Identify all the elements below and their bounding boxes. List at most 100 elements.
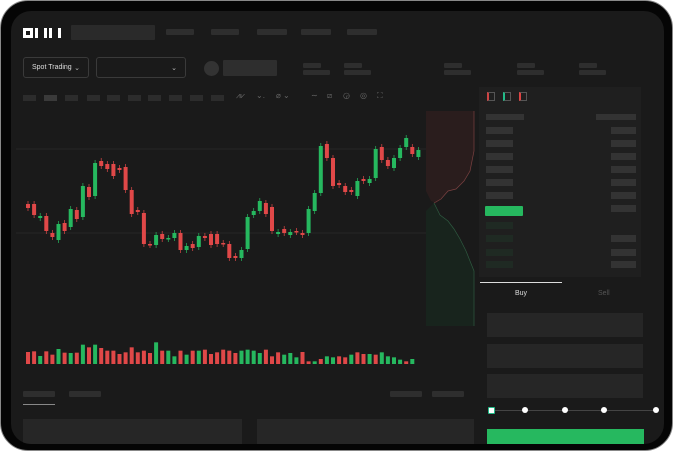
asks-only-icon[interactable] bbox=[519, 92, 527, 101]
candle[interactable] bbox=[117, 165, 122, 173]
candle[interactable] bbox=[373, 146, 378, 181]
slider-stop-0[interactable] bbox=[488, 407, 495, 414]
candle[interactable] bbox=[404, 135, 409, 150]
candle[interactable] bbox=[44, 213, 49, 234]
line-type-icon[interactable]: ⌄. bbox=[256, 91, 265, 100]
candle[interactable] bbox=[160, 231, 165, 242]
bottom-tab-history[interactable] bbox=[69, 391, 101, 397]
candle[interactable] bbox=[416, 147, 421, 160]
timeframe-button[interactable] bbox=[128, 95, 141, 101]
candle[interactable] bbox=[123, 164, 128, 193]
candle[interactable] bbox=[56, 221, 61, 243]
timeframe-button[interactable] bbox=[107, 95, 120, 101]
fullscreen-icon[interactable]: ⛶ bbox=[377, 91, 383, 100]
orderbook-price[interactable] bbox=[486, 192, 513, 199]
candle[interactable] bbox=[300, 230, 305, 238]
drawing-line-icon[interactable]: ⌀ ⌄ bbox=[276, 91, 290, 100]
orderbook-price[interactable] bbox=[486, 140, 513, 147]
candle[interactable] bbox=[105, 161, 110, 172]
orderbook-price[interactable] bbox=[486, 261, 513, 268]
candle[interactable] bbox=[410, 144, 415, 157]
candle[interactable] bbox=[385, 157, 390, 169]
candle[interactable] bbox=[172, 230, 177, 241]
timeframe-button[interactable] bbox=[44, 95, 57, 101]
trading-mode-dropdown[interactable]: Spot Trading ⌄ bbox=[23, 57, 89, 78]
candle[interactable] bbox=[62, 220, 67, 234]
candle[interactable] bbox=[398, 145, 403, 161]
candlestick-chart[interactable] bbox=[16, 111, 426, 336]
candle[interactable] bbox=[166, 235, 171, 242]
camera-icon[interactable]: ◶ bbox=[343, 91, 350, 100]
candle[interactable] bbox=[87, 184, 91, 200]
timeframe-button[interactable] bbox=[65, 95, 78, 101]
candle[interactable] bbox=[263, 200, 268, 217]
candle[interactable] bbox=[26, 201, 30, 211]
candle[interactable] bbox=[227, 241, 232, 261]
orderbook-price[interactable] bbox=[486, 222, 513, 229]
bottom-action[interactable] bbox=[390, 391, 422, 397]
candle[interactable] bbox=[337, 180, 342, 188]
candle[interactable] bbox=[318, 143, 323, 196]
candle[interactable] bbox=[209, 231, 213, 248]
orderbook-price[interactable] bbox=[486, 235, 513, 242]
indicator-icon[interactable]: ⩘⩗ bbox=[236, 91, 246, 100]
candle[interactable] bbox=[355, 178, 360, 199]
bids-only-icon[interactable] bbox=[503, 92, 511, 101]
candle[interactable] bbox=[221, 240, 226, 247]
candle[interactable] bbox=[282, 226, 287, 236]
candle[interactable] bbox=[324, 141, 329, 161]
both-sides-icon[interactable] bbox=[487, 92, 495, 101]
candle[interactable] bbox=[68, 206, 73, 230]
slider-stop-100[interactable] bbox=[653, 407, 659, 413]
okx-logo[interactable] bbox=[23, 27, 61, 39]
amount-input[interactable] bbox=[487, 344, 643, 368]
candle[interactable] bbox=[270, 204, 274, 234]
slider-stop-75[interactable] bbox=[601, 407, 607, 413]
buy-submit-button[interactable] bbox=[487, 429, 644, 444]
candle[interactable] bbox=[288, 229, 293, 238]
candle[interactable] bbox=[111, 161, 116, 179]
candle[interactable] bbox=[148, 241, 152, 248]
timeframe-button[interactable] bbox=[169, 95, 182, 101]
slider-stop-50[interactable] bbox=[562, 407, 568, 413]
candle[interactable] bbox=[312, 190, 317, 214]
total-input[interactable] bbox=[487, 374, 643, 398]
price-input[interactable] bbox=[487, 313, 643, 337]
nav-item[interactable] bbox=[211, 29, 239, 35]
orderbook-price[interactable] bbox=[486, 127, 513, 134]
nav-item[interactable] bbox=[257, 29, 287, 35]
search-bar[interactable] bbox=[71, 25, 155, 40]
candle[interactable] bbox=[202, 233, 207, 241]
candle[interactable] bbox=[251, 208, 256, 218]
candle[interactable] bbox=[178, 230, 183, 253]
candle[interactable] bbox=[245, 214, 250, 252]
nav-item[interactable] bbox=[166, 29, 194, 35]
candle[interactable] bbox=[80, 183, 85, 220]
timeframe-button[interactable] bbox=[211, 95, 224, 101]
candle[interactable] bbox=[343, 183, 348, 195]
ruler-icon[interactable]: ⧄ bbox=[327, 91, 333, 100]
candle[interactable] bbox=[276, 229, 281, 237]
candle[interactable] bbox=[74, 207, 79, 222]
orderbook-price[interactable] bbox=[486, 179, 513, 186]
candle[interactable] bbox=[367, 176, 372, 186]
candle[interactable] bbox=[135, 207, 140, 215]
orderbook-price[interactable] bbox=[486, 166, 513, 173]
nav-item[interactable] bbox=[301, 29, 331, 35]
candle[interactable] bbox=[129, 187, 134, 217]
candle[interactable] bbox=[349, 187, 354, 195]
candle[interactable] bbox=[154, 232, 159, 248]
candle[interactable] bbox=[392, 155, 396, 171]
bottom-tab-open-orders[interactable] bbox=[23, 391, 55, 397]
candle[interactable] bbox=[93, 160, 98, 199]
pair-dropdown[interactable]: ⌄ bbox=[96, 57, 186, 78]
candle[interactable] bbox=[190, 241, 195, 251]
candle[interactable] bbox=[99, 158, 104, 169]
mid-price-badge[interactable] bbox=[485, 206, 523, 216]
timeframe-button[interactable] bbox=[23, 95, 36, 101]
candle[interactable] bbox=[184, 243, 189, 253]
timeframe-button[interactable] bbox=[87, 95, 100, 101]
tab-buy[interactable]: Buy bbox=[515, 290, 528, 297]
candle[interactable] bbox=[331, 155, 335, 189]
candle[interactable] bbox=[196, 233, 201, 250]
